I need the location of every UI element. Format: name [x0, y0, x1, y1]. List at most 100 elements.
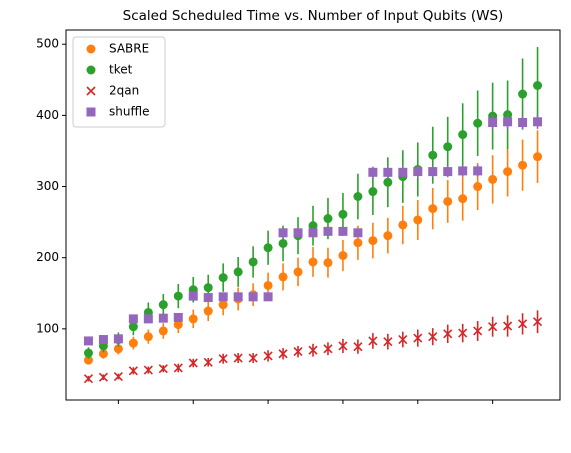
marker [473, 182, 483, 192]
plot-frame [65, 29, 561, 401]
marker [113, 344, 123, 354]
legend-marker [86, 44, 96, 54]
marker [158, 364, 168, 374]
legend-label: SABRE [109, 42, 149, 56]
marker [532, 317, 543, 327]
marker [128, 338, 138, 348]
marker [473, 118, 483, 128]
marker [428, 332, 438, 342]
marker [233, 292, 243, 302]
marker [263, 292, 273, 302]
marker [368, 187, 378, 197]
legend-marker [86, 65, 96, 75]
y-tick-label: 100 [36, 321, 59, 335]
marker [413, 333, 423, 343]
marker [83, 355, 93, 365]
marker [98, 349, 108, 359]
legend-marker [86, 86, 96, 96]
marker [188, 314, 198, 324]
marker [308, 345, 318, 355]
marker [488, 322, 498, 332]
marker [338, 341, 348, 351]
marker [518, 160, 528, 170]
marker [263, 243, 273, 253]
marker [278, 238, 288, 248]
marker [413, 167, 423, 177]
marker [458, 130, 468, 140]
marker [218, 300, 228, 310]
marker [128, 366, 138, 376]
marker [293, 347, 303, 357]
marker [488, 118, 498, 127]
marker [113, 371, 123, 382]
legend: SABRE tket 2qan shuffle [72, 36, 166, 128]
marker [83, 336, 93, 346]
marker [518, 89, 528, 99]
marker [98, 372, 108, 382]
legend-label: shuffle [109, 105, 149, 119]
marker [158, 300, 168, 310]
legend-box [72, 36, 166, 128]
marker [458, 166, 468, 176]
marker [173, 291, 183, 301]
marker [218, 292, 228, 302]
marker [428, 150, 438, 160]
marker [233, 267, 243, 277]
marker [428, 167, 438, 177]
marker [218, 354, 228, 364]
marker [383, 337, 393, 347]
marker [308, 228, 318, 238]
marker [473, 326, 483, 336]
marker [248, 353, 258, 363]
marker [323, 344, 333, 354]
marker [143, 314, 153, 324]
marker [443, 329, 453, 339]
marker [353, 342, 363, 352]
marker [248, 292, 258, 302]
marker [353, 192, 363, 201]
marker [158, 326, 168, 336]
marker [83, 374, 94, 384]
marker [173, 312, 183, 322]
marker [293, 228, 303, 238]
marker [278, 272, 288, 282]
marker [233, 353, 243, 363]
marker [533, 81, 543, 90]
marker [173, 363, 183, 373]
marker [323, 214, 333, 224]
marker [203, 293, 213, 303]
marker [308, 221, 318, 231]
marker [143, 365, 153, 375]
marker [263, 351, 273, 361]
marker [398, 167, 408, 177]
y-tick-label: 400 [36, 108, 59, 122]
marker [533, 117, 543, 127]
chart-title: Scaled Scheduled Time vs. Number of Inpu… [123, 8, 504, 24]
marker [383, 167, 393, 177]
marker [443, 142, 453, 152]
marker [248, 257, 258, 267]
marker [518, 118, 528, 127]
marker [398, 220, 408, 230]
marker [278, 228, 288, 238]
marker [278, 349, 288, 359]
legend-label: tket [109, 63, 133, 77]
marker [203, 283, 213, 293]
marker [338, 251, 348, 261]
y-tick-label: 500 [36, 37, 59, 51]
legend-marker [86, 107, 96, 117]
marker [503, 117, 513, 127]
marker [488, 174, 498, 184]
marker [383, 177, 393, 187]
marker [443, 196, 453, 206]
marker [443, 167, 453, 177]
y-tick-label: 300 [36, 179, 59, 193]
marker [398, 334, 408, 345]
marker [503, 321, 513, 331]
marker [353, 228, 363, 238]
marker [338, 209, 348, 219]
marker [458, 328, 468, 338]
marker [188, 291, 198, 301]
marker [323, 226, 333, 236]
